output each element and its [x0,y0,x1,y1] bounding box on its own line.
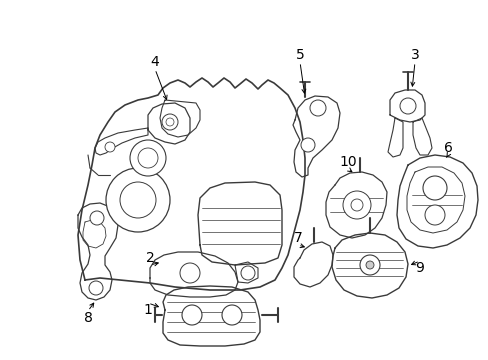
Circle shape [222,305,242,325]
Circle shape [105,142,115,152]
Circle shape [138,148,158,168]
Polygon shape [235,262,258,283]
Text: 9: 9 [415,261,424,275]
Polygon shape [83,220,106,248]
Text: 5: 5 [295,48,304,62]
Circle shape [120,182,156,218]
Text: 4: 4 [150,55,159,69]
Text: 10: 10 [339,155,356,169]
Circle shape [165,118,174,126]
Polygon shape [292,96,339,177]
Circle shape [90,211,104,225]
Polygon shape [160,100,200,137]
Circle shape [350,199,362,211]
Circle shape [365,261,373,269]
Circle shape [309,100,325,116]
Circle shape [342,191,370,219]
Circle shape [130,140,165,176]
Polygon shape [396,155,477,248]
Polygon shape [150,252,238,297]
Text: 8: 8 [83,311,92,325]
Circle shape [89,281,103,295]
Polygon shape [387,118,402,157]
Circle shape [180,263,200,283]
Polygon shape [198,182,282,265]
Circle shape [359,255,379,275]
Text: 6: 6 [443,141,451,155]
Polygon shape [331,233,407,298]
Text: 7: 7 [293,231,302,245]
Polygon shape [95,128,148,155]
Polygon shape [325,172,386,238]
Circle shape [422,176,446,200]
Polygon shape [293,242,332,287]
Circle shape [162,114,178,130]
Circle shape [241,266,254,280]
Polygon shape [148,103,190,144]
Text: 1: 1 [143,303,152,317]
Polygon shape [389,90,424,122]
Polygon shape [406,167,464,233]
Text: 2: 2 [145,251,154,265]
Text: 3: 3 [410,48,419,62]
Polygon shape [163,286,260,346]
Circle shape [399,98,415,114]
Polygon shape [412,118,431,155]
Circle shape [106,168,170,232]
Polygon shape [78,203,118,300]
Polygon shape [78,78,305,290]
Circle shape [301,138,314,152]
Circle shape [424,205,444,225]
Circle shape [182,305,202,325]
